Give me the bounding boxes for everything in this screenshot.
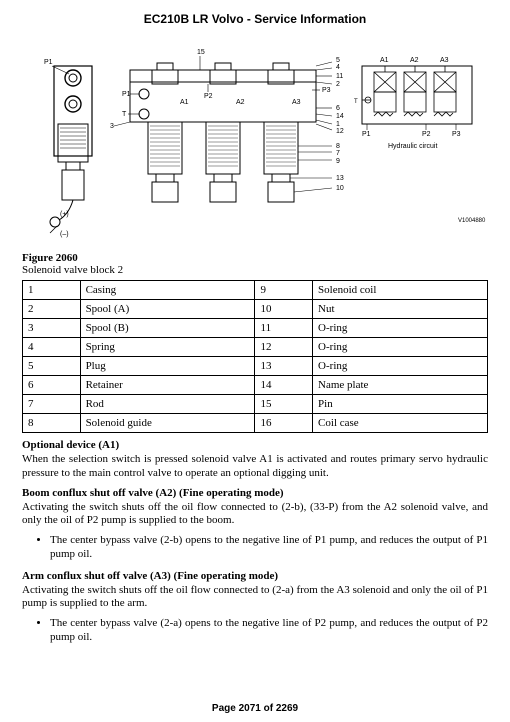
label-drawing-ref: V1004880 — [458, 218, 486, 224]
table-row: 6Retainer14Name plate — [23, 376, 488, 395]
label-t-sch: T — [354, 99, 358, 105]
table-cell: Name plate — [313, 376, 488, 395]
table-cell: 4 — [23, 338, 81, 357]
table-row: 2Spool (A)10Nut — [23, 300, 488, 319]
label-hydraulic-circuit: Hydraulic circuit — [388, 143, 437, 150]
table-cell: 1 — [23, 281, 81, 300]
label-13: 13 — [336, 175, 344, 182]
table-cell: Nut — [313, 300, 488, 319]
table-cell: Solenoid coil — [313, 281, 488, 300]
table-row: 1Casing9Solenoid coil — [23, 281, 488, 300]
label-a2-sch: A2 — [410, 57, 419, 64]
table-cell: 13 — [255, 357, 313, 376]
parts-table-body: 1Casing9Solenoid coil2Spool (A)10Nut3Spo… — [23, 281, 488, 433]
table-cell: Plug — [80, 357, 255, 376]
table-cell: 5 — [23, 357, 81, 376]
table-cell: Coil case — [313, 414, 488, 433]
table-cell: 15 — [255, 395, 313, 414]
page-footer: Page 2071 of 2269 — [0, 703, 510, 714]
label-a3-block: A3 — [292, 99, 301, 106]
label-4: 4 — [336, 64, 340, 71]
label-t-block: T — [122, 111, 127, 118]
label-5: 5 — [336, 57, 340, 64]
section-a2-bullets: The center bypass valve (2-b) opens to t… — [50, 534, 488, 562]
table-cell: 14 — [255, 376, 313, 395]
table-cell: O-ring — [313, 338, 488, 357]
label-10: 10 — [336, 185, 344, 192]
label-a2-block: A2 — [236, 99, 245, 106]
table-row: 3Spool (B)11O-ring — [23, 319, 488, 338]
table-cell: 7 — [23, 395, 81, 414]
label-p3-block: P3 — [322, 87, 331, 94]
label-a3-sch: A3 — [440, 57, 449, 64]
hydraulic-circuit: A1 A2 A3 — [354, 57, 472, 150]
table-cell: O-ring — [313, 357, 488, 376]
label-p1-sch: P1 — [362, 131, 371, 138]
section-a2-bullet-1: The center bypass valve (2-b) opens to t… — [50, 534, 488, 562]
table-cell: 10 — [255, 300, 313, 319]
section-a3-bullets: The center bypass valve (2-a) opens to t… — [50, 617, 488, 645]
table-cell: 8 — [23, 414, 81, 433]
section-a2-head: Boom conflux shut off valve (A2) (Fine o… — [22, 487, 488, 499]
label-p1-block: P1 — [122, 91, 131, 98]
figure-number: Figure 2060 — [22, 252, 488, 264]
solenoid-block-svg: P1 (+) — [22, 36, 488, 246]
table-cell: Spool (A) — [80, 300, 255, 319]
label-2: 2 — [336, 81, 340, 88]
table-cell: 3 — [23, 319, 81, 338]
section-a1-body: When the selection switch is pressed sol… — [22, 453, 488, 481]
table-cell: Pin — [313, 395, 488, 414]
valve-block-main: 15 P1 T — [110, 49, 344, 202]
label-1: 1 — [336, 121, 340, 128]
parts-table: 1Casing9Solenoid coil2Spool (A)10Nut3Spo… — [22, 280, 488, 433]
label-3: 3 — [110, 123, 114, 130]
label-a1-sch: A1 — [380, 57, 389, 64]
table-cell: Casing — [80, 281, 255, 300]
table-cell: 2 — [23, 300, 81, 319]
table-cell: O-ring — [313, 319, 488, 338]
label-14: 14 — [336, 113, 344, 120]
label-p2-sch: P2 — [422, 131, 431, 138]
table-cell: 6 — [23, 376, 81, 395]
section-a2-body: Activating the switch shuts off the oil … — [22, 501, 488, 529]
page-title: EC210B LR Volvo - Service Information — [22, 12, 488, 26]
label-p1-left: P1 — [44, 59, 53, 66]
table-cell: Spring — [80, 338, 255, 357]
solenoid-left: P1 (+) — [44, 59, 92, 238]
label-15-top: 15 — [197, 49, 205, 56]
label-9: 9 — [336, 158, 340, 165]
table-row: 8Solenoid guide16Coil case — [23, 414, 488, 433]
table-cell: Rod — [80, 395, 255, 414]
table-cell: Solenoid guide — [80, 414, 255, 433]
figure-2060-diagram: P1 (+) — [22, 36, 488, 246]
section-a1-head: Optional device (A1) — [22, 439, 488, 451]
label-7: 7 — [336, 150, 340, 157]
table-row: 5Plug13O-ring — [23, 357, 488, 376]
table-row: 7Rod15Pin — [23, 395, 488, 414]
label-p2-block: P2 — [204, 93, 213, 100]
label-11: 11 — [336, 73, 343, 80]
table-cell: 9 — [255, 281, 313, 300]
figure-caption: Figure 2060 Solenoid valve block 2 — [22, 252, 488, 276]
figure-desc: Solenoid valve block 2 — [22, 264, 488, 276]
label-p3-sch: P3 — [452, 131, 461, 138]
section-a3-bullet-1: The center bypass valve (2-a) opens to t… — [50, 617, 488, 645]
table-cell: Spool (B) — [80, 319, 255, 338]
table-cell: 16 — [255, 414, 313, 433]
table-row: 4Spring12O-ring — [23, 338, 488, 357]
table-cell: Retainer — [80, 376, 255, 395]
table-cell: 12 — [255, 338, 313, 357]
label-12: 12 — [336, 128, 344, 135]
label-6: 6 — [336, 105, 340, 112]
section-a3-body: Activating the switch shuts off the oil … — [22, 584, 488, 612]
page-container: EC210B LR Volvo - Service Information P1 — [0, 0, 510, 722]
label-minus: (–) — [60, 231, 69, 238]
section-a3-head: Arm conflux shut off valve (A3) (Fine op… — [22, 570, 488, 582]
label-8: 8 — [336, 143, 340, 150]
table-cell: 11 — [255, 319, 313, 338]
label-plus: (+) — [60, 211, 69, 218]
label-a1-block: A1 — [180, 99, 189, 106]
